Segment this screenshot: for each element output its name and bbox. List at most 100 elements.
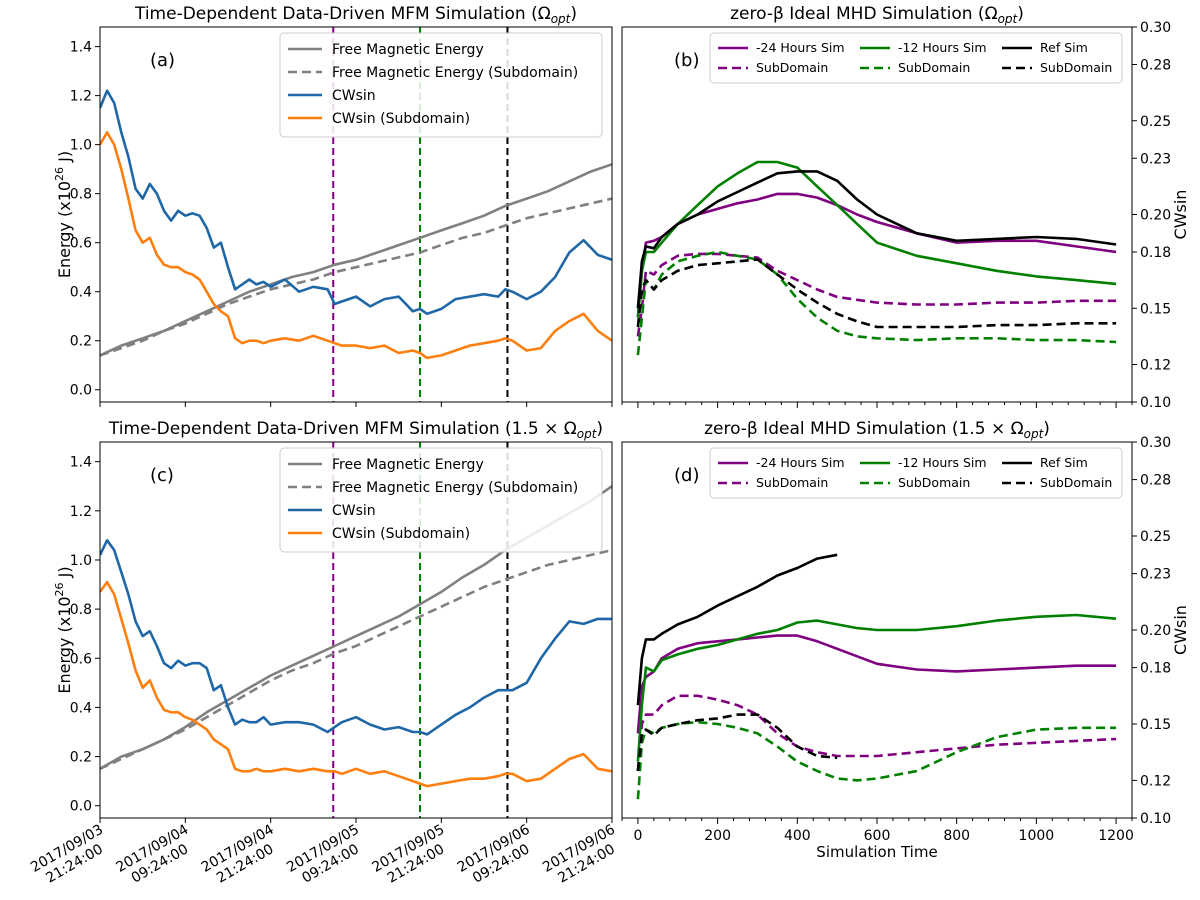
series-line-c-3: [100, 580, 612, 788]
panel-label-d: (d): [674, 465, 699, 486]
panel-label-a: (a): [150, 50, 175, 71]
x-tick-label-d: 800: [943, 828, 970, 844]
legend-box-b: [709, 32, 1123, 84]
y-tick-label-d: 0.10: [1140, 811, 1171, 827]
y-tick-label-c: 1.4: [70, 455, 92, 471]
panel-title-b: zero-β Ideal MHD Simulation (Ωopt): [730, 4, 1024, 26]
y-tick-label-a: 0.2: [70, 334, 92, 350]
series-line-c-2: [100, 538, 612, 736]
legend-entry-b: SubDomain: [1040, 60, 1112, 75]
series-line-a-3: [100, 131, 612, 360]
y-tick-label-d: 0.25: [1140, 529, 1171, 545]
series-line-d-4: [636, 553, 838, 706]
panel-label-c: (c): [150, 465, 174, 486]
y-axis-label-a: Energy (x1026 J): [53, 151, 74, 278]
series-line-d-3: [636, 720, 1117, 800]
y-axis-label-d: CWsin: [1171, 605, 1190, 655]
y-tick-label-c: 0.4: [70, 700, 92, 716]
legend-entry-c: Free Magnetic Energy (Subdomain): [332, 480, 578, 496]
y-tick-label-a: 0.8: [70, 187, 92, 203]
series-line-d-1: [636, 694, 1117, 772]
legend-entry-d: -24 Hours Sim: [756, 455, 845, 470]
y-tick-label-b: 0.10: [1140, 395, 1171, 411]
y-tick-label-c: 0.6: [70, 651, 92, 667]
legend-entry-a: CWsin (Subdomain): [332, 111, 470, 127]
series-line-d-5: [636, 713, 838, 772]
y-tick-label-d: 0.28: [1140, 473, 1171, 489]
y-tick-label-d: 0.15: [1140, 717, 1171, 733]
legend-entry-d: SubDomain: [1040, 475, 1112, 490]
y-tick-label-c: 0.2: [70, 750, 92, 766]
y-tick-label-a: 1.2: [70, 89, 92, 105]
legend-entry-c: Free Magnetic Energy: [332, 457, 484, 473]
y-tick-label-b: 0.25: [1140, 114, 1171, 130]
series-line-b-5: [636, 258, 1117, 329]
series-line-b-3: [636, 250, 1117, 356]
y-tick-label-b: 0.23: [1140, 151, 1171, 167]
legend-entry-b: Ref Sim: [1040, 40, 1088, 55]
y-axis-label-c: Energy (x1026 J): [53, 566, 74, 693]
y-tick-label-c: 1.2: [70, 504, 92, 520]
legend-entry-b: -12 Hours Sim: [898, 40, 987, 55]
y-tick-label-a: 1.4: [70, 40, 92, 56]
legend-entry-b: SubDomain: [756, 60, 828, 75]
series-line-b-1: [636, 252, 1117, 337]
legend-entry-d: SubDomain: [898, 475, 970, 490]
y-tick-label-d: 0.23: [1140, 567, 1171, 583]
legend-box-c: [279, 447, 603, 553]
legend-entry-b: -24 Hours Sim: [756, 40, 845, 55]
series-line-a-0: [100, 163, 612, 357]
y-tick-label-b: 0.12: [1140, 358, 1171, 374]
series-line-b-2: [636, 160, 1117, 318]
series-line-a-1: [100, 197, 612, 357]
y-tick-label-c: 0.8: [70, 602, 92, 618]
panel-title-a: Time-Dependent Data-Driven MFM Simulatio…: [134, 4, 577, 26]
y-tick-label-b: 0.28: [1140, 58, 1171, 74]
x-tick-label-d: 600: [864, 828, 891, 844]
series-line-a-2: [100, 89, 612, 316]
legend-entry-d: -12 Hours Sim: [898, 455, 987, 470]
y-tick-label-a: 1.0: [70, 138, 92, 154]
y-tick-label-c: 0.0: [70, 799, 92, 815]
panel-title-c: Time-Dependent Data-Driven MFM Simulatio…: [108, 419, 603, 441]
y-tick-label-a: 0.0: [70, 383, 92, 399]
y-tick-label-d: 0.20: [1140, 623, 1171, 639]
y-tick-label-c: 1.0: [70, 553, 92, 569]
y-axis-label-b: CWsin: [1171, 190, 1190, 240]
legend-entry-c: CWsin: [332, 503, 376, 519]
x-tick-label-d: 1000: [1019, 828, 1055, 844]
y-tick-label-b: 0.15: [1140, 301, 1171, 317]
x-tick-label-d: 400: [784, 828, 811, 844]
panel-title-d: zero-β Ideal MHD Simulation (1.5 × Ωopt): [704, 419, 1050, 441]
series-line-b-4: [636, 170, 1117, 309]
x-tick-label-d: 0: [633, 828, 642, 844]
y-tick-label-b: 0.18: [1140, 245, 1171, 261]
y-tick-label-d: 0.30: [1140, 435, 1171, 451]
legend-box-a: [279, 32, 603, 138]
y-tick-label-b: 0.30: [1140, 20, 1171, 36]
series-line-c-1: [100, 548, 612, 770]
series-line-d-2: [636, 613, 1117, 762]
legend-entry-a: CWsin: [332, 88, 376, 104]
legend-box-d: [709, 447, 1123, 499]
legend-entry-a: Free Magnetic Energy (Subdomain): [332, 65, 578, 81]
legend-entry-d: Ref Sim: [1040, 455, 1088, 470]
y-tick-label-d: 0.18: [1140, 661, 1171, 677]
legend-entry-a: Free Magnetic Energy: [332, 42, 484, 58]
y-tick-label-b: 0.20: [1140, 208, 1171, 224]
y-tick-label-a: 0.4: [70, 285, 92, 301]
legend-entry-c: CWsin (Subdomain): [332, 526, 470, 542]
legend-entry-b: SubDomain: [898, 60, 970, 75]
x-tick-label-d: 1200: [1098, 828, 1134, 844]
x-tick-label-d: 200: [704, 828, 731, 844]
y-tick-label-a: 0.6: [70, 236, 92, 252]
y-tick-label-d: 0.12: [1140, 773, 1171, 789]
x-axis-label-d: Simulation Time: [816, 843, 937, 861]
